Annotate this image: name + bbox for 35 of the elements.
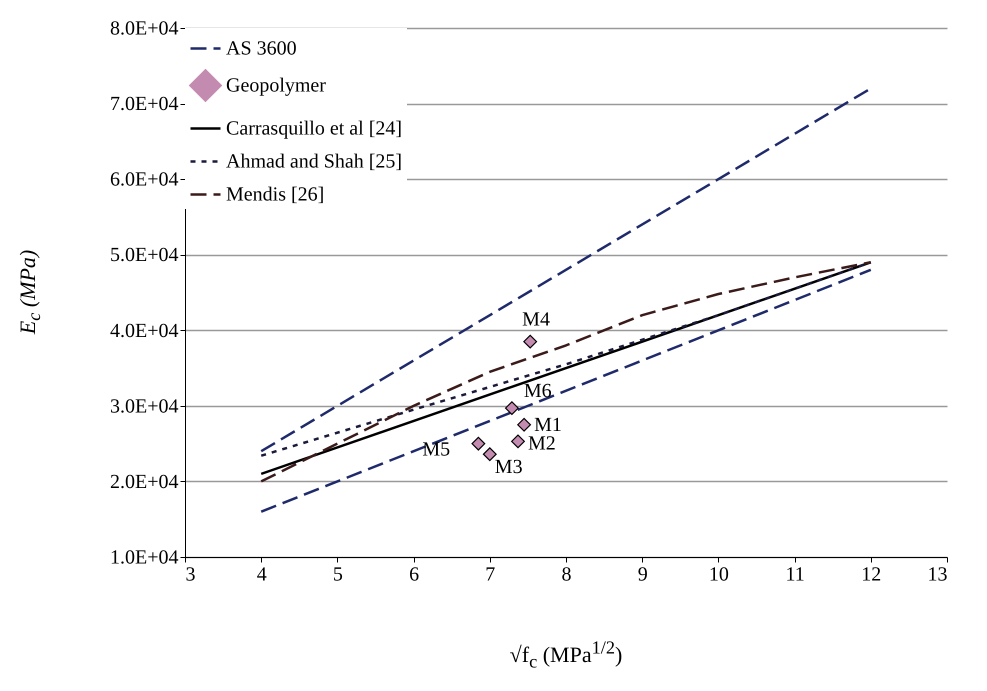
x-tick-label: 7 (485, 564, 496, 586)
annotation: M5 (422, 438, 450, 461)
x-tick-label: 3 (186, 564, 196, 586)
y-tick-label: 4.0E+04 (110, 320, 178, 342)
y-tick-label: 8.0E+04 (110, 18, 178, 40)
point (482, 447, 497, 462)
x-tick-label: 13 (928, 564, 948, 586)
legend-label: Carrasquillo et al [24] (226, 118, 402, 140)
y-tick-label: 7.0E+04 (110, 93, 178, 116)
point (504, 401, 519, 416)
x-tick-label: 9 (638, 564, 648, 586)
point (511, 434, 525, 448)
x-tick-label: 4 (256, 564, 267, 586)
point (471, 436, 486, 451)
x-tick-label: 12 (861, 564, 882, 586)
y-tick-label: 5.0E+04 (110, 244, 178, 266)
x-tick-label: 6 (409, 564, 420, 586)
x-axis-title: √f$_{c}$ (MPa$^{1/2}$) (510, 638, 622, 672)
annotation: M6 (524, 380, 552, 402)
x-tick-label: 10 (708, 564, 729, 586)
legend-label: Mendis [26] (226, 184, 324, 206)
point (523, 334, 538, 349)
point (517, 418, 532, 432)
annotation: M3 (494, 456, 523, 478)
y-tick-label: 2.0E+04 (110, 470, 178, 493)
y-tick-label: 6.0E+04 (110, 168, 178, 191)
x-tick-label: 11 (785, 564, 805, 586)
y-tick-label: 1.0E+04 (110, 546, 178, 568)
legend-label: Ahmad and Shah [25] (226, 150, 402, 172)
annotation: M4 (522, 308, 550, 331)
x-tick-label: 8 (562, 564, 572, 586)
x-tick-label: 5 (332, 564, 343, 586)
legend-label: AS 3600 (226, 38, 297, 60)
legend-label: Geopolymer (226, 74, 326, 96)
y-tick-label: 3.0E+04 (110, 395, 178, 418)
